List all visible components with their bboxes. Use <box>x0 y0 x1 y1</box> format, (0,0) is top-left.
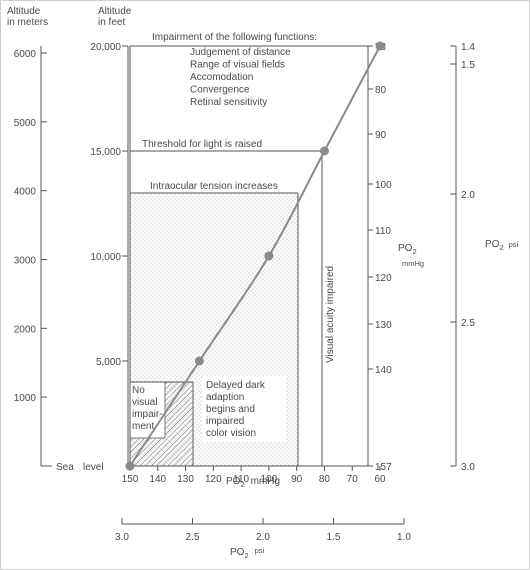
bottom-po2-axis-title: PO2 mmHg <box>226 476 280 489</box>
meters-tick-label: 3000 <box>14 256 37 267</box>
po2-bottom-tick-label: 100 <box>261 474 278 485</box>
sea-level-label-sea: Sea <box>56 462 74 473</box>
right-psi-title-sub: 2 <box>499 243 503 252</box>
no-impairment-annotation: No visual impair- ment <box>132 385 163 432</box>
po2-right-tick-label: 110 <box>375 226 391 237</box>
po2-right-tick-label: 80 <box>375 85 387 96</box>
meters-tick-label: 1000 <box>14 393 37 404</box>
data-point <box>125 461 135 471</box>
meters-tick-label: 5000 <box>14 118 37 129</box>
data-point <box>375 41 385 51</box>
impairment-item: Judgement of distance <box>190 47 291 58</box>
po2-right-tick-label: 90 <box>375 130 387 141</box>
delayed-line: Delayed dark <box>206 380 266 391</box>
no-impairment-line: ment <box>132 421 154 432</box>
bottom-psi-title-unit: psi <box>255 546 265 555</box>
meters-tick-label: 4000 <box>14 187 37 198</box>
impairment-items: Judgement of distance Range of visual fi… <box>190 47 291 108</box>
psi-bottom-tick-label: 2.0 <box>256 532 270 543</box>
psi-bottom-tick-label: 2.5 <box>186 532 200 543</box>
feet-axis-title-line2: in feet <box>98 17 125 28</box>
psi-right-tick-label: 3.0 <box>461 462 475 473</box>
data-point <box>194 356 204 366</box>
psi-bottom-tick-label: 1.5 <box>327 532 341 543</box>
axis-ticks: 1000 2000 3000 4000 5000 6000 5,000 10,000 15,00… <box>14 42 476 543</box>
delayed-line: impaired <box>206 416 244 427</box>
delayed-dark-annotation: Delayed dark adaption begins and impaire… <box>206 380 266 439</box>
bottom-po2-title-sub: 2 <box>240 480 244 489</box>
no-impairment-line: impair- <box>132 409 163 420</box>
right-psi-axis-title: PO2 psi <box>485 239 519 252</box>
feet-tick-label: 15,000 <box>90 147 121 158</box>
bottom-psi-axis-title: PO2 psi <box>230 546 265 560</box>
meters-tick-label: 6000 <box>14 49 37 60</box>
po2-bottom-tick-label: 150 <box>122 474 139 485</box>
psi-right-tick-label: 1.5 <box>461 60 475 71</box>
po2-bottom-tick-label: 120 <box>205 474 222 485</box>
no-impairment-box-cover <box>130 382 165 438</box>
po2-bottom-tick-label: 90 <box>291 474 303 485</box>
po2-bottom-tick-label: 140 <box>149 474 166 485</box>
po2-bottom-tick-label: 60 <box>374 474 386 485</box>
meters-axis-title-line1: Altitude <box>7 6 41 17</box>
threshold-annotation: Threshold for light is raised <box>142 139 262 150</box>
psi-bottom-tick-label: 3.0 <box>115 532 129 543</box>
meters-axis-title-line2: in meters <box>7 17 48 28</box>
bottom-psi-title-main: PO <box>230 547 245 558</box>
impairment-item: Retinal sensitivity <box>190 97 267 108</box>
po2-bottom-tick-label: 130 <box>177 474 194 485</box>
psi-right-tick-label: 2.5 <box>461 318 475 329</box>
po2-right-tick-label: 100 <box>375 180 392 191</box>
right-psi-title-main: PO <box>485 239 500 250</box>
bottom-psi-title-sub: 2 <box>244 551 248 560</box>
delayed-line: adaption <box>206 392 244 403</box>
bottom-po2-title-unit: mmHg <box>251 476 280 487</box>
no-impairment-line: visual <box>132 397 158 408</box>
feet-tick-label: 10,000 <box>90 252 121 263</box>
meters-tick-label: 2000 <box>14 324 37 335</box>
feet-tick-label: 20,000 <box>90 42 121 53</box>
impairment-title: Impairment of the following functions: <box>152 32 317 43</box>
bottom-po2-title-main: PO <box>226 476 241 487</box>
po2-bottom-tick-label: 110 <box>233 474 249 485</box>
po2-right-tick-label: 120 <box>375 273 392 284</box>
po2-bottom-tick-label: 70 <box>347 474 359 485</box>
delayed-line: color vision <box>206 428 256 439</box>
delayed-dark-box <box>202 376 286 442</box>
feet-axis-title-line1: Altitude <box>98 6 132 17</box>
impairment-item: Convergence <box>190 85 250 96</box>
psi-right-tick-label: 2.0 <box>461 190 475 201</box>
psi-right-tick-label: 1.4 <box>461 42 475 53</box>
delayed-line: begins and <box>206 404 255 415</box>
no-impairment-line: No <box>132 385 145 396</box>
impairment-item: Accomodation <box>190 72 253 83</box>
po2-right-tick-label: 140 <box>375 365 392 376</box>
right-po2-axis-unit: mmHg <box>402 259 424 268</box>
data-point <box>264 251 274 261</box>
data-points <box>125 41 385 471</box>
feet-tick-label: 5,000 <box>96 357 121 368</box>
right-psi-title-unit: psi <box>509 240 519 249</box>
po2-bottom-tick-label: 80 <box>319 474 331 485</box>
psi-bottom-tick-label: 1.0 <box>397 532 411 543</box>
right-po2-title-main: PO <box>398 243 413 254</box>
intraocular-annotation: Intraocular tension increases <box>150 181 278 192</box>
sea-level-label-level: level <box>83 462 104 473</box>
po2-right-tick-label: 130 <box>375 320 392 331</box>
right-po2-axis-title: PO2 <box>398 243 417 256</box>
visual-acuity-annotation: Visual acuity impaired <box>325 266 336 363</box>
data-point <box>319 146 329 156</box>
right-po2-title-sub: 2 <box>412 247 416 256</box>
impairment-item: Range of visual fields <box>190 60 285 71</box>
po2-right-tick-label: 157 <box>375 462 392 473</box>
